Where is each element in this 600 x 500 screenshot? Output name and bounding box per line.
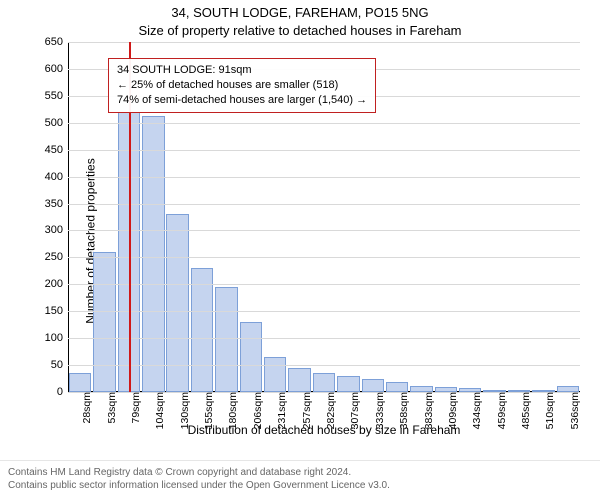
xtick-label: 383sqm [419,392,435,429]
grid-line [68,338,580,339]
ytick-label: 200 [45,278,68,290]
xtick-label: 307sqm [345,392,361,429]
xtick-label: 536sqm [565,392,581,429]
footer-line-1: Contains HM Land Registry data © Crown c… [8,467,592,480]
ytick-label: 300 [45,224,68,236]
xtick-label: 104sqm [150,392,166,429]
grid-line [68,365,580,366]
ytick-label: 350 [45,198,68,210]
ytick-label: 500 [45,117,68,129]
histogram-bar [362,379,384,392]
histogram-bar [215,287,237,392]
grid-line [68,230,580,231]
grid-line [68,257,580,258]
ytick-label: 550 [45,90,68,102]
xtick-label: 231sqm [272,392,288,429]
histogram-bar [288,368,310,392]
xtick-label: 206sqm [248,392,264,429]
grid-line [68,42,580,43]
xtick-label: 180sqm [223,392,239,429]
ytick-label: 150 [45,305,68,317]
xtick-label: 434sqm [467,392,483,429]
histogram-bar [240,322,262,392]
grid-line [68,204,580,205]
ytick-label: 0 [57,386,68,398]
plot-region: Distribution of detached houses by size … [68,42,580,392]
chart-titles: 34, SOUTH LODGE, FAREHAM, PO15 5NG Size … [0,0,600,39]
xtick-label: 333sqm [370,392,386,429]
xtick-label: 282sqm [321,392,337,429]
xtick-label: 510sqm [540,392,556,429]
footer: Contains HM Land Registry data © Crown c… [0,460,600,500]
histogram-bar [386,382,408,392]
footer-line-2: Contains public sector information licen… [8,480,592,493]
ytick-label: 450 [45,144,68,156]
xtick-label: 485sqm [516,392,532,429]
title-line-1: 34, SOUTH LODGE, FAREHAM, PO15 5NG [0,4,600,22]
title-line-2: Size of property relative to detached ho… [0,22,600,40]
grid-line [68,150,580,151]
histogram-bar [93,252,115,392]
histogram-bar [69,373,91,392]
ytick-label: 650 [45,36,68,48]
ytick-label: 50 [51,359,68,371]
ytick-label: 250 [45,251,68,263]
grid-line [68,284,580,285]
annotation-line: 34 SOUTH LODGE: 91sqm [117,63,367,78]
xtick-label: 358sqm [394,392,410,429]
chart-area: Number of detached properties Distributi… [44,42,584,440]
annotation-box: 34 SOUTH LODGE: 91sqm← 25% of detached h… [108,58,376,113]
histogram-bar [313,373,335,392]
ytick-label: 100 [45,332,68,344]
histogram-bar [264,357,286,392]
ytick-label: 400 [45,171,68,183]
xtick-label: 257sqm [297,392,313,429]
xtick-label: 28sqm [77,392,93,424]
xtick-label: 79sqm [126,392,142,424]
xtick-label: 409sqm [443,392,459,429]
grid-line [68,123,580,124]
xtick-label: 155sqm [199,392,215,429]
grid-line [68,311,580,312]
grid-line [68,177,580,178]
histogram-bar [142,116,164,392]
xtick-label: 130sqm [175,392,191,429]
xtick-label: 459sqm [492,392,508,429]
ytick-label: 600 [45,63,68,75]
annotation-line: ← 25% of detached houses are smaller (51… [117,78,367,93]
xtick-label: 53sqm [102,392,118,424]
histogram-bar [337,376,359,392]
histogram-bar [191,268,213,392]
annotation-line: 74% of semi-detached houses are larger (… [117,93,367,108]
